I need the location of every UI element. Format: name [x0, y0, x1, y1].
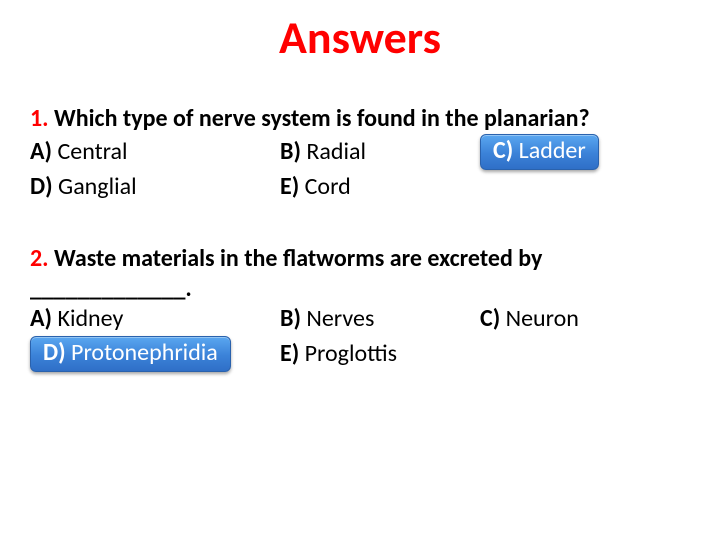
question-1-options: A) Central B) Radial C) Ladder D) Gangli…	[30, 134, 690, 202]
q2-e-text: Proglottis	[305, 339, 397, 368]
q2-b-text: Nerves	[306, 304, 374, 333]
slide: Answers 1. Which type of nerve system is…	[0, 0, 720, 540]
q2-option-e: E) Proglottis	[280, 339, 480, 369]
q1-c-text: Ladder	[519, 136, 586, 165]
question-1-text: 1. Which type of nerve system is found i…	[30, 104, 690, 134]
q1-option-a: A) Central	[30, 137, 280, 167]
q2-a-text: Kidney	[57, 304, 123, 333]
question-2-prompt-text: Waste materials in the flatworms are exc…	[30, 244, 542, 303]
question-1-number: 1.	[30, 104, 49, 133]
q2-b-letter: B)	[280, 304, 301, 333]
q1-e-text: Cord	[305, 172, 351, 201]
q2-a-letter: A)	[30, 304, 52, 333]
q2-correct-answer: D) Protonephridia	[30, 336, 231, 372]
body: 1. Which type of nerve system is found i…	[30, 100, 690, 414]
q2-option-d: D) Protonephridia	[30, 336, 280, 372]
q2-c-text: Neuron	[506, 304, 579, 333]
q1-option-e: E) Cord	[280, 172, 480, 202]
q1-correct-answer: C) Ladder	[480, 134, 599, 170]
q2-c-letter: C)	[480, 304, 500, 333]
q2-e-letter: E)	[280, 339, 299, 368]
q1-option-b: B) Radial	[280, 137, 480, 167]
q2-option-b: B) Nerves	[280, 304, 480, 334]
q1-option-d: D) Ganglial	[30, 172, 280, 202]
question-2-options: A) Kidney B) Nerves C) Neuron D) Protone…	[30, 304, 690, 372]
question-1-prompt-text: Which type of nerve system is found in t…	[54, 104, 590, 133]
question-2-text: 2. Waste materials in the flatworms are …	[30, 244, 690, 304]
q2-d-letter: D)	[43, 338, 66, 367]
page-title: Answers	[0, 10, 720, 66]
q1-d-letter: D)	[30, 172, 53, 201]
question-2: 2. Waste materials in the flatworms are …	[30, 244, 690, 372]
q1-d-text: Ganglial	[58, 172, 137, 201]
q1-option-c: C) Ladder	[480, 134, 690, 170]
q1-b-letter: B)	[280, 137, 301, 166]
q2-d-text: Protonephridia	[71, 338, 218, 367]
question-1: 1. Which type of nerve system is found i…	[30, 104, 690, 202]
q2-option-a: A) Kidney	[30, 304, 280, 334]
question-2-number: 2.	[30, 244, 49, 273]
q1-a-text: Central	[57, 137, 127, 166]
q1-a-letter: A)	[30, 137, 52, 166]
q1-e-letter: E)	[280, 172, 299, 201]
q2-option-c: C) Neuron	[480, 304, 690, 334]
q1-c-letter: C)	[493, 136, 513, 165]
q1-b-text: Radial	[306, 137, 366, 166]
